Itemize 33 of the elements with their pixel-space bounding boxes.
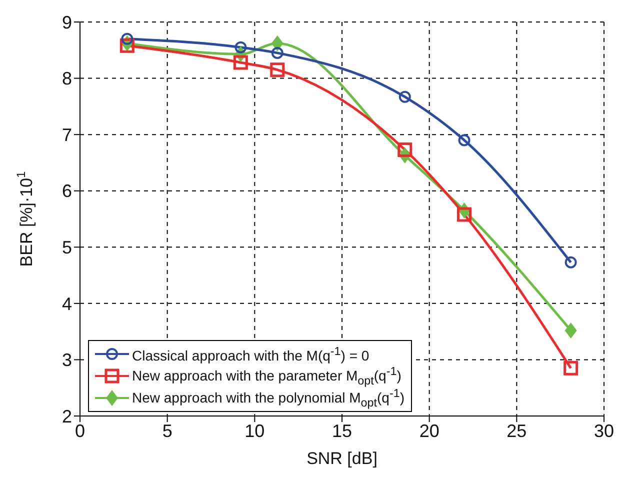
x-tick-label: 20 — [419, 420, 440, 441]
y-tick-label: 9 — [62, 12, 72, 32]
x-tick-label: 0 — [74, 420, 86, 441]
point — [120, 38, 134, 53]
y-tick-label: 4 — [62, 294, 72, 314]
x-axis-title: SNR [dB] — [306, 449, 378, 468]
y-tick-label: 2 — [62, 406, 72, 426]
point — [270, 62, 285, 78]
y-tick-label: 8 — [62, 68, 72, 89]
point — [271, 35, 284, 52]
point — [458, 134, 470, 146]
point — [234, 41, 247, 54]
legend-label: New approach with the parameter M$_{opt}$(q$^{-1}$) — [132, 364, 402, 388]
x-tick-label: 5 — [162, 420, 172, 441]
y-tick-label: 5 — [62, 238, 72, 258]
x-tick-label: 25 — [506, 420, 527, 441]
point — [121, 32, 134, 45]
point — [457, 207, 472, 222]
y-tick-label: 3 — [62, 350, 72, 370]
y-tick-label: 7 — [62, 124, 72, 145]
point — [564, 360, 578, 376]
x-tick-label: 10 — [244, 420, 265, 441]
point — [271, 46, 284, 59]
point — [398, 142, 412, 158]
point — [564, 322, 577, 338]
y-tick-label: 6 — [62, 181, 72, 202]
point — [398, 90, 411, 103]
legend-label: New approach with the polynomial M$_{opt}$(q$^{-1}$) — [132, 386, 404, 410]
legend-label: Classical approach with the M(q$^{-1}$) = 0 — [132, 344, 370, 366]
point — [564, 256, 577, 268]
point — [233, 55, 248, 70]
x-tick-label: 30 — [594, 420, 614, 441]
x-tick-label: 15 — [332, 420, 352, 441]
